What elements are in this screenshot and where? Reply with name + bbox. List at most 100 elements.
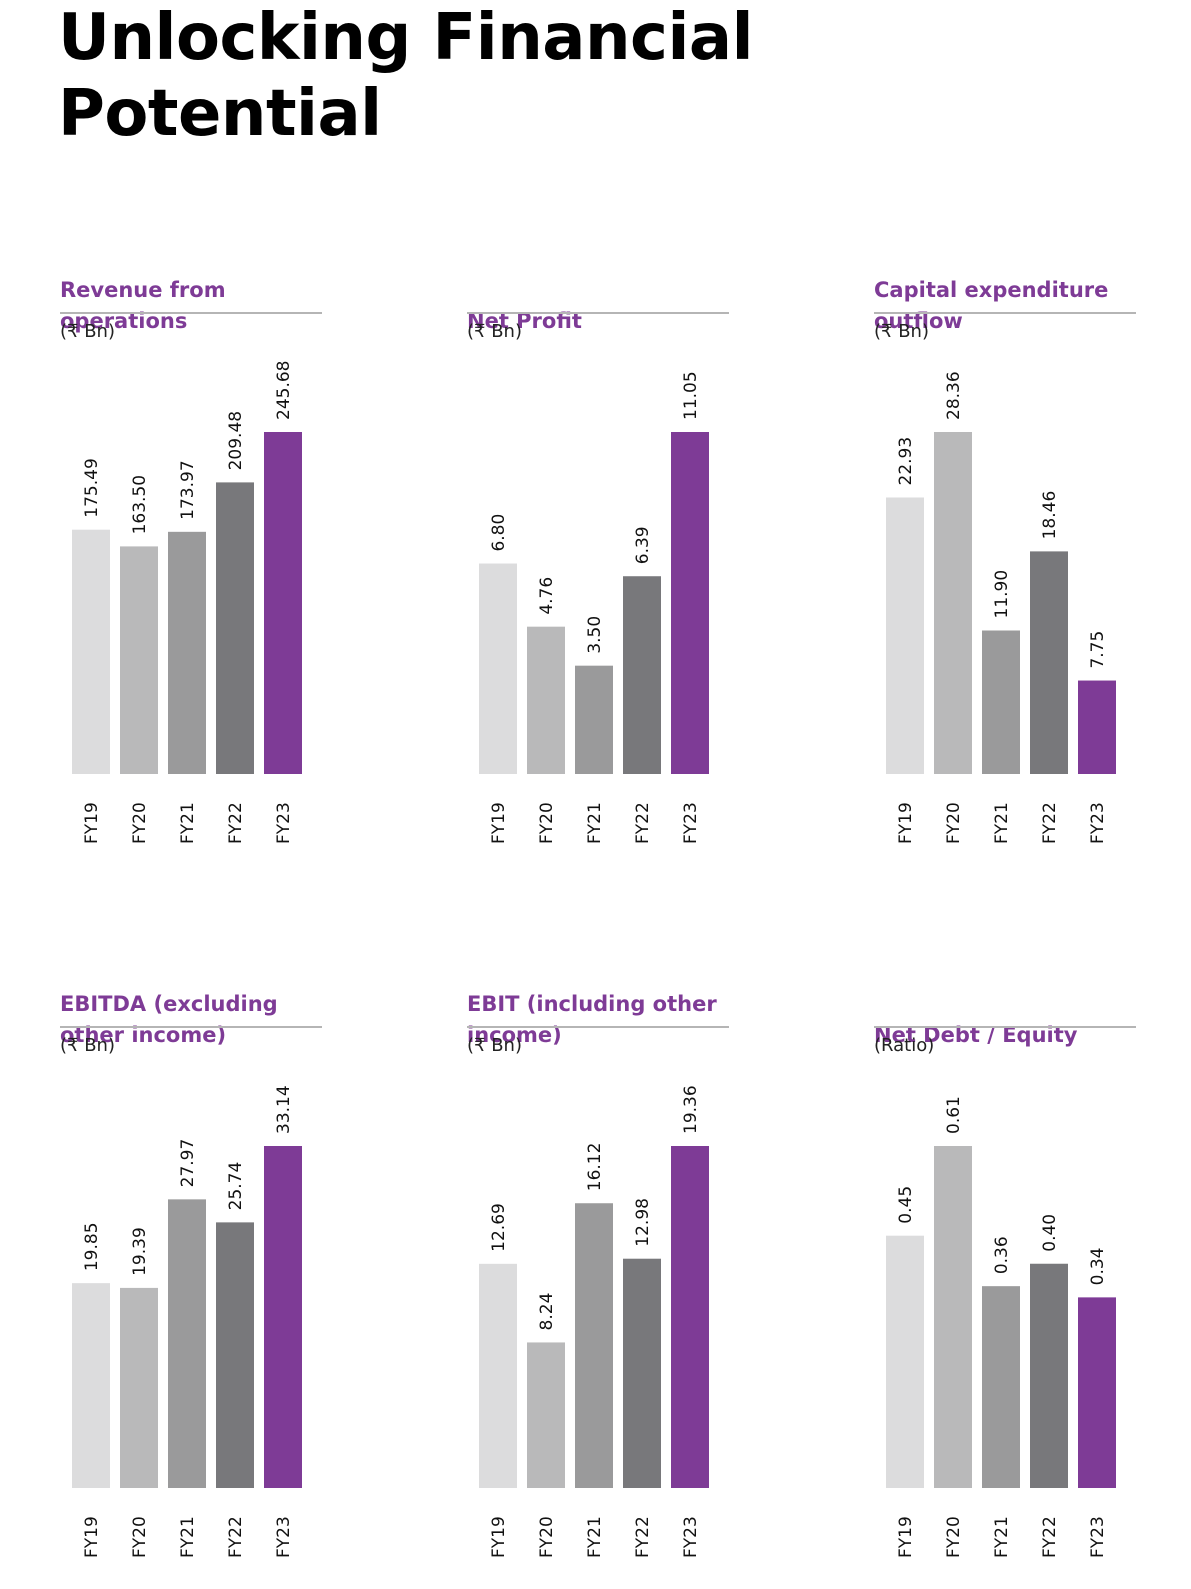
category-label: FY22 xyxy=(226,802,246,844)
data-label: 163.50 xyxy=(130,475,150,534)
title-divider xyxy=(467,312,729,314)
data-label: 19.36 xyxy=(681,1085,701,1134)
chart-panel-ebitda: EBITDA (excluding other income) (₹ Bn) 1… xyxy=(58,949,322,1589)
chart-panel-capex: Capital expenditure outflow (₹ Bn) 22.93… xyxy=(872,235,1136,875)
bar-fy22 xyxy=(1030,551,1068,774)
category-label: FY19 xyxy=(896,802,916,844)
category-label: FY19 xyxy=(82,1516,102,1558)
data-label: 173.97 xyxy=(178,460,198,519)
bar-fy19 xyxy=(479,563,517,774)
category-label: FY20 xyxy=(130,1516,150,1558)
bar-fy21 xyxy=(575,665,613,774)
data-label: 0.40 xyxy=(1040,1214,1060,1252)
data-label: 0.34 xyxy=(1088,1248,1108,1286)
bar-fy23 xyxy=(671,432,709,774)
data-label: 25.74 xyxy=(226,1162,246,1211)
data-label: 19.39 xyxy=(130,1227,150,1276)
title-divider xyxy=(60,312,322,314)
bar-fy20 xyxy=(934,1146,972,1488)
data-label: 18.46 xyxy=(1040,491,1060,540)
category-label: FY20 xyxy=(130,802,150,844)
data-label: 245.68 xyxy=(274,361,294,420)
bar-chart: 22.93 FY19 28.36 FY20 11.90 FY21 18.46 FY22 7.75… xyxy=(886,371,1116,844)
bar-fy19 xyxy=(72,529,110,774)
category-label: FY21 xyxy=(585,1516,605,1558)
bar-fy20 xyxy=(527,1342,565,1488)
data-label: 28.36 xyxy=(944,371,964,420)
bar-fy21 xyxy=(168,531,206,774)
chart-unit: (₹ Bn) xyxy=(467,321,522,342)
category-label: FY19 xyxy=(489,1516,509,1558)
data-label: 6.39 xyxy=(633,526,653,564)
bar-chart: 175.49 FY19 163.50 FY20 173.97 FY21 209.48 FY22… xyxy=(72,361,302,844)
bar-fy21 xyxy=(982,630,1020,774)
bar-fy19 xyxy=(886,1235,924,1488)
category-label: FY19 xyxy=(489,802,509,844)
data-label: 209.48 xyxy=(226,411,246,470)
chart-unit: (₹ Bn) xyxy=(874,321,929,342)
category-label: FY20 xyxy=(537,1516,557,1558)
category-label: FY21 xyxy=(992,802,1012,844)
category-label: FY19 xyxy=(82,802,102,844)
data-label: 0.45 xyxy=(896,1186,916,1224)
data-label: 12.98 xyxy=(633,1198,653,1247)
page-title-line-2: Potential xyxy=(58,77,382,151)
bar-fy21 xyxy=(168,1199,206,1488)
data-label: 0.36 xyxy=(992,1236,1012,1274)
category-label: FY23 xyxy=(1088,802,1108,844)
data-label: 0.61 xyxy=(944,1096,964,1134)
data-label: 3.50 xyxy=(585,616,605,654)
chart-unit: (₹ Bn) xyxy=(60,1035,115,1056)
category-label: FY23 xyxy=(274,1516,294,1558)
chart-unit: (₹ Bn) xyxy=(60,321,115,342)
category-label: FY21 xyxy=(178,1516,198,1558)
title-divider xyxy=(467,1026,729,1028)
bar-chart: 0.45 FY19 0.61 FY20 0.36 FY21 0.40 FY22 0.34 FY23 xyxy=(886,1096,1116,1558)
category-label: FY21 xyxy=(585,802,605,844)
category-label: FY20 xyxy=(944,1516,964,1558)
page-title-line-1: Unlocking Financial xyxy=(58,1,754,75)
chart-panel-net-profit: Net Profit (₹ Bn) 6.80 FY19 4.76 FY20 3.50 FY… xyxy=(465,235,729,875)
data-label: 11.05 xyxy=(681,371,701,420)
data-label: 22.93 xyxy=(896,437,916,486)
category-label: FY22 xyxy=(1040,1516,1060,1558)
bar-fy22 xyxy=(216,1222,254,1488)
data-label: 4.76 xyxy=(537,577,557,615)
data-label: 27.97 xyxy=(178,1139,198,1188)
category-label: FY21 xyxy=(178,802,198,844)
bar-chart: 6.80 FY19 4.76 FY20 3.50 FY21 6.39 FY22 11.05 FY2… xyxy=(479,371,709,844)
bar-fy20 xyxy=(934,432,972,774)
category-label: FY23 xyxy=(1088,1516,1108,1558)
category-label: FY23 xyxy=(681,802,701,844)
bar-fy22 xyxy=(623,576,661,774)
page-title: Unlocking Financial Potential xyxy=(58,0,754,152)
bar-fy21 xyxy=(982,1286,1020,1488)
bar-fy23 xyxy=(1078,1297,1116,1488)
category-label: FY21 xyxy=(992,1516,1012,1558)
bar-fy23 xyxy=(671,1146,709,1488)
data-label: 16.12 xyxy=(585,1143,605,1192)
data-label: 12.69 xyxy=(489,1203,509,1252)
chart-unit: (₹ Bn) xyxy=(467,1035,522,1056)
category-label: FY23 xyxy=(681,1516,701,1558)
chart-unit: (Ratio) xyxy=(874,1035,935,1056)
chart-panel-ebit: EBIT (including other income) (₹ Bn) 12.… xyxy=(465,949,729,1589)
bar-chart: 12.69 FY19 8.24 FY20 16.12 FY21 12.98 FY22 19.36… xyxy=(479,1085,709,1558)
bar-fy23 xyxy=(264,1146,302,1488)
title-divider xyxy=(874,312,1136,314)
category-label: FY22 xyxy=(1040,802,1060,844)
data-label: 175.49 xyxy=(82,458,102,517)
bar-chart: 19.85 FY19 19.39 FY20 27.97 FY21 25.74 FY22 33.1… xyxy=(72,1085,302,1558)
category-label: FY22 xyxy=(633,1516,653,1558)
data-label: 33.14 xyxy=(274,1085,294,1134)
category-label: FY20 xyxy=(944,802,964,844)
bar-fy21 xyxy=(575,1203,613,1488)
bar-fy23 xyxy=(1078,680,1116,774)
bar-fy20 xyxy=(120,1287,158,1488)
data-label: 8.24 xyxy=(537,1293,557,1331)
chart-panel-net-debt-equity: Net Debt / Equity (Ratio) 0.45 FY19 0.61 FY… xyxy=(872,949,1136,1589)
chart-panel-revenue: Revenue from operations (₹ Bn) 175.49 FY1… xyxy=(58,235,322,875)
data-label: 19.85 xyxy=(82,1222,102,1271)
data-label: 11.90 xyxy=(992,570,1012,619)
category-label: FY22 xyxy=(633,802,653,844)
